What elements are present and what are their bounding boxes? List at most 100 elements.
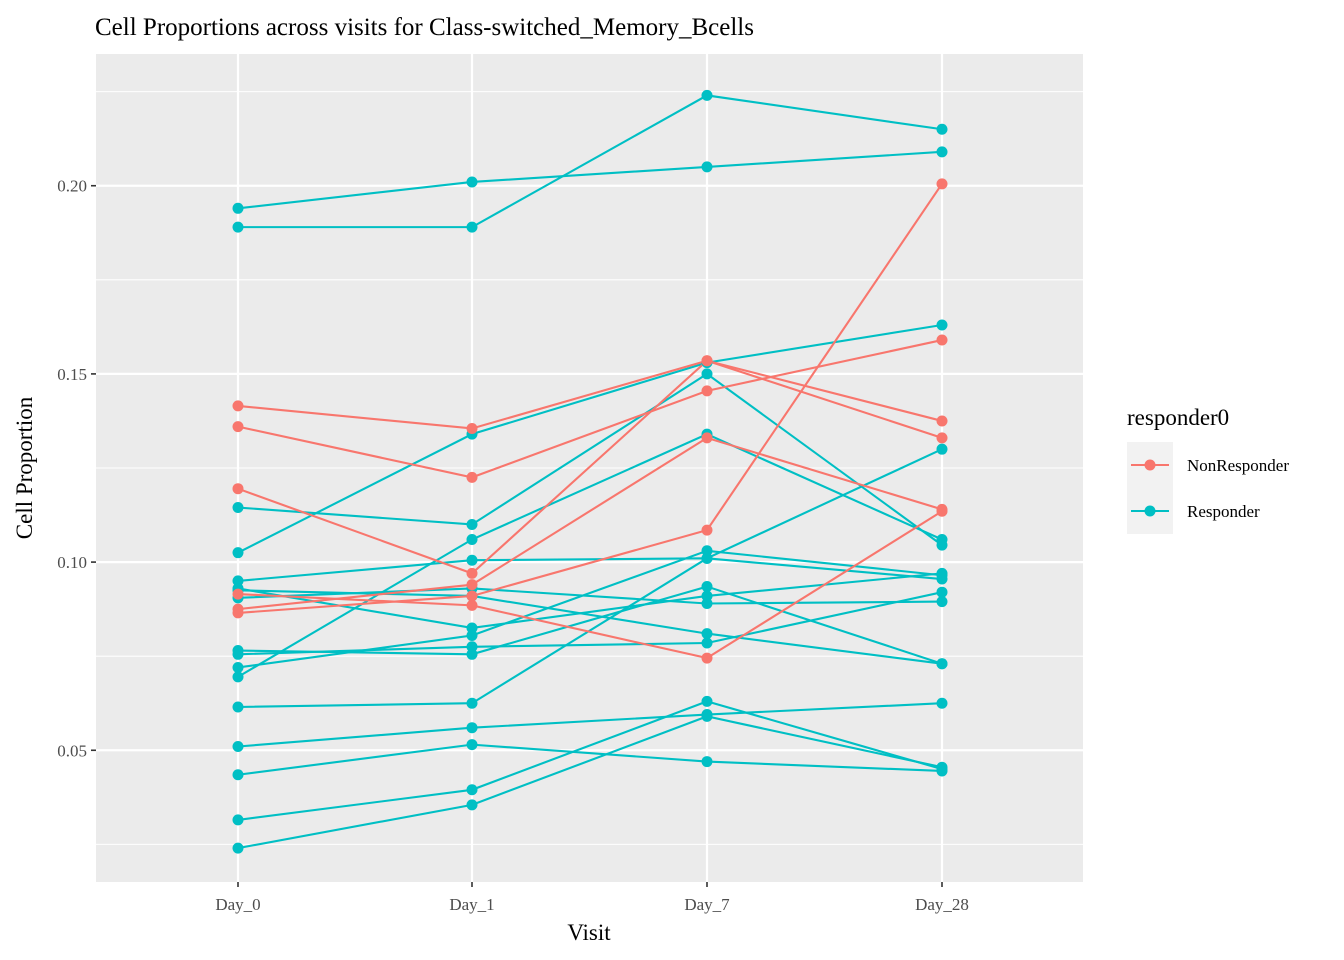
series-line-nonresponder <box>237 359 943 575</box>
legend-key-point <box>1144 459 1156 471</box>
data-point-responder <box>466 641 478 653</box>
data-point-nonresponder <box>466 590 478 602</box>
data-point-responder <box>936 658 948 670</box>
x-tick-label: Day_7 <box>684 895 730 914</box>
data-point-responder <box>232 814 244 826</box>
data-point-responder <box>232 502 244 514</box>
data-point-responder <box>936 443 948 455</box>
y-tick-label: 0.15 <box>57 365 87 384</box>
series-points <box>232 89 948 854</box>
data-point-nonresponder <box>232 400 244 412</box>
data-point-nonresponder <box>936 503 948 515</box>
data-point-nonresponder <box>936 415 948 427</box>
series-line-responder <box>237 432 943 678</box>
data-point-responder <box>701 710 713 722</box>
data-point-responder <box>232 202 244 214</box>
legend-label: NonResponder <box>1187 456 1289 475</box>
data-point-responder <box>701 368 713 380</box>
data-point-responder <box>232 671 244 683</box>
data-point-responder <box>466 534 478 546</box>
series-line-nonresponder <box>237 359 943 439</box>
x-axis-title: Visit <box>567 920 611 945</box>
data-point-responder <box>466 554 478 566</box>
data-point-responder <box>232 842 244 854</box>
data-point-responder <box>936 146 948 158</box>
data-point-nonresponder <box>232 588 244 600</box>
series-line-responder <box>237 323 943 554</box>
y-tick-label: 0.05 <box>57 741 87 760</box>
x-tick-label: Day_0 <box>215 895 260 914</box>
data-point-responder <box>232 547 244 559</box>
series-line-responder <box>237 372 943 547</box>
series-line-nonresponder <box>237 339 943 479</box>
data-point-responder <box>466 629 478 641</box>
y-tick-label: 0.10 <box>57 553 87 572</box>
data-point-responder <box>936 569 948 581</box>
data-point-responder <box>466 518 478 530</box>
data-point-responder <box>701 637 713 649</box>
chart-title: Cell Proportions across visits for Class… <box>95 14 754 41</box>
series-line-nonresponder <box>237 510 943 660</box>
data-point-responder <box>936 534 948 546</box>
data-point-nonresponder <box>936 334 948 346</box>
data-point-responder <box>936 123 948 135</box>
data-point-nonresponder <box>936 178 948 190</box>
series-lines <box>237 94 943 850</box>
data-point-responder <box>701 545 713 557</box>
data-point-responder <box>232 661 244 673</box>
x-tick-label: Day_28 <box>915 895 969 914</box>
series-line-responder <box>237 150 943 210</box>
series-line-nonresponder <box>237 183 943 614</box>
data-point-responder <box>232 701 244 713</box>
legend-key-point <box>1144 505 1156 517</box>
data-point-responder <box>466 799 478 811</box>
data-point-responder <box>936 596 948 608</box>
data-point-nonresponder <box>232 483 244 495</box>
data-point-nonresponder <box>701 432 713 444</box>
series-line-responder <box>237 589 943 665</box>
axes: 0.05 0.10 0.15 0.20 Day_0 Day_1 Day_7 Day_28 <box>57 177 969 914</box>
data-point-nonresponder <box>466 471 478 483</box>
y-tick-label: 0.20 <box>57 177 87 196</box>
legend: responder0 NonResponder Responder <box>1127 405 1289 534</box>
data-point-responder <box>466 221 478 233</box>
y-axis-title: Cell Proportion <box>12 396 37 539</box>
legend-label: Responder <box>1187 502 1260 521</box>
data-point-nonresponder <box>701 524 713 536</box>
series-line-responder <box>237 549 943 669</box>
data-point-responder <box>936 761 948 773</box>
data-point-nonresponder <box>466 579 478 591</box>
data-point-nonresponder <box>701 355 713 367</box>
data-point-responder <box>232 741 244 753</box>
data-point-nonresponder <box>232 607 244 619</box>
series-line-responder <box>237 702 943 748</box>
data-point-responder <box>701 581 713 593</box>
data-point-responder <box>936 319 948 331</box>
data-point-nonresponder <box>466 422 478 434</box>
data-point-responder <box>701 89 713 101</box>
data-point-responder <box>232 221 244 233</box>
data-point-responder <box>232 769 244 781</box>
data-point-responder <box>701 756 713 768</box>
data-point-responder <box>701 161 713 173</box>
data-point-responder <box>936 586 948 598</box>
data-point-responder <box>466 739 478 751</box>
data-point-nonresponder <box>701 385 713 397</box>
data-point-nonresponder <box>232 421 244 433</box>
legend-title: responder0 <box>1127 405 1229 430</box>
data-point-responder <box>701 628 713 640</box>
data-point-responder <box>232 648 244 660</box>
series-line-nonresponder <box>237 436 943 611</box>
data-point-nonresponder <box>701 652 713 664</box>
data-point-responder <box>466 722 478 734</box>
series-line-responder <box>237 557 943 582</box>
data-point-nonresponder <box>466 567 478 579</box>
data-point-nonresponder <box>936 432 948 444</box>
data-point-responder <box>701 597 713 609</box>
data-point-responder <box>232 575 244 587</box>
data-point-responder <box>466 648 478 660</box>
data-point-responder <box>466 697 478 709</box>
x-tick-label: Day_1 <box>449 895 494 914</box>
series-line-responder <box>237 743 943 776</box>
